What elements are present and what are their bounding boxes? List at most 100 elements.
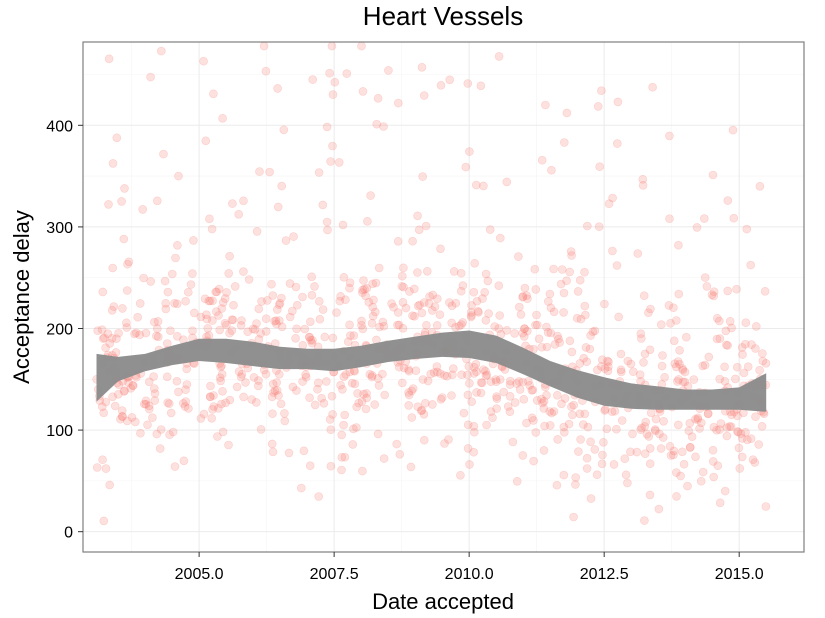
- data-point: [696, 425, 704, 433]
- data-point: [346, 332, 354, 340]
- data-point: [496, 234, 504, 242]
- data-point: [641, 450, 649, 458]
- data-point: [513, 477, 521, 485]
- data-point: [115, 329, 123, 337]
- data-point: [566, 337, 574, 345]
- data-point: [205, 215, 213, 223]
- data-point: [684, 482, 692, 490]
- data-point: [351, 380, 359, 388]
- data-point: [229, 316, 237, 324]
- data-point: [540, 446, 548, 454]
- data-point: [652, 415, 660, 423]
- data-point: [599, 451, 607, 459]
- data-point: [319, 306, 327, 314]
- data-point: [670, 337, 678, 345]
- data-point: [274, 84, 282, 92]
- data-point: [678, 365, 686, 373]
- data-point: [583, 222, 591, 230]
- data-point: [574, 287, 582, 295]
- data-point: [470, 363, 478, 371]
- data-point: [674, 421, 682, 429]
- data-point: [430, 369, 438, 377]
- data-point: [306, 462, 314, 470]
- data-point: [225, 441, 233, 449]
- data-point: [183, 365, 191, 373]
- data-point: [240, 197, 248, 205]
- data-point: [665, 301, 673, 309]
- data-point: [433, 295, 441, 303]
- data-point: [596, 163, 604, 171]
- data-point: [672, 317, 680, 325]
- data-point: [420, 436, 428, 444]
- data-point: [433, 321, 441, 329]
- data-point: [375, 382, 383, 390]
- data-point: [617, 368, 625, 376]
- data-point: [684, 382, 692, 390]
- data-point: [105, 55, 113, 63]
- data-point: [457, 269, 465, 277]
- data-point: [722, 327, 730, 335]
- data-point: [724, 287, 732, 295]
- data-point: [180, 457, 188, 465]
- data-point: [610, 460, 618, 468]
- data-point: [206, 393, 214, 401]
- data-point: [306, 333, 314, 341]
- data-point: [311, 282, 319, 290]
- data-point: [365, 298, 373, 306]
- data-point: [175, 172, 183, 180]
- data-point: [591, 445, 599, 453]
- data-point: [266, 168, 274, 176]
- data-point: [230, 301, 238, 309]
- data-point: [419, 376, 427, 384]
- data-point: [145, 378, 153, 386]
- data-point: [611, 407, 619, 415]
- data-point: [418, 63, 426, 71]
- data-point: [98, 326, 106, 334]
- data-point: [756, 366, 764, 374]
- data-point: [269, 410, 277, 418]
- data-point: [240, 393, 248, 401]
- data-point: [593, 366, 601, 374]
- data-point: [288, 307, 296, 315]
- data-point: [436, 311, 444, 319]
- data-point: [475, 308, 483, 316]
- data-point: [577, 315, 585, 323]
- data-point: [173, 377, 181, 385]
- data-point: [327, 426, 335, 434]
- data-point: [509, 438, 517, 446]
- data-point: [214, 404, 222, 412]
- data-point: [752, 413, 760, 421]
- data-point: [703, 282, 711, 290]
- data-point: [285, 449, 293, 457]
- data-point: [346, 321, 354, 329]
- data-point: [521, 284, 529, 292]
- data-point: [150, 385, 158, 393]
- data-point: [322, 377, 330, 385]
- data-point: [269, 292, 277, 300]
- data-point: [258, 297, 266, 305]
- data-point: [680, 460, 688, 468]
- y-tick-label: 0: [64, 525, 73, 542]
- data-point: [174, 388, 182, 396]
- data-point: [496, 312, 504, 320]
- data-point: [670, 451, 678, 459]
- data-point: [624, 357, 632, 365]
- data-point: [470, 448, 478, 456]
- data-point: [723, 424, 731, 432]
- data-point: [134, 313, 142, 321]
- data-point: [477, 379, 485, 387]
- data-point: [148, 414, 156, 422]
- data-point: [329, 334, 337, 342]
- data-point: [139, 205, 147, 213]
- data-point: [216, 326, 224, 334]
- data-point: [493, 405, 501, 413]
- data-point: [535, 335, 543, 343]
- data-point: [617, 350, 625, 358]
- data-point: [560, 308, 568, 316]
- data-point: [316, 315, 324, 323]
- data-point: [458, 371, 466, 379]
- data-point: [540, 405, 548, 413]
- data-point: [182, 297, 190, 305]
- data-point: [762, 503, 770, 511]
- data-point: [337, 292, 345, 300]
